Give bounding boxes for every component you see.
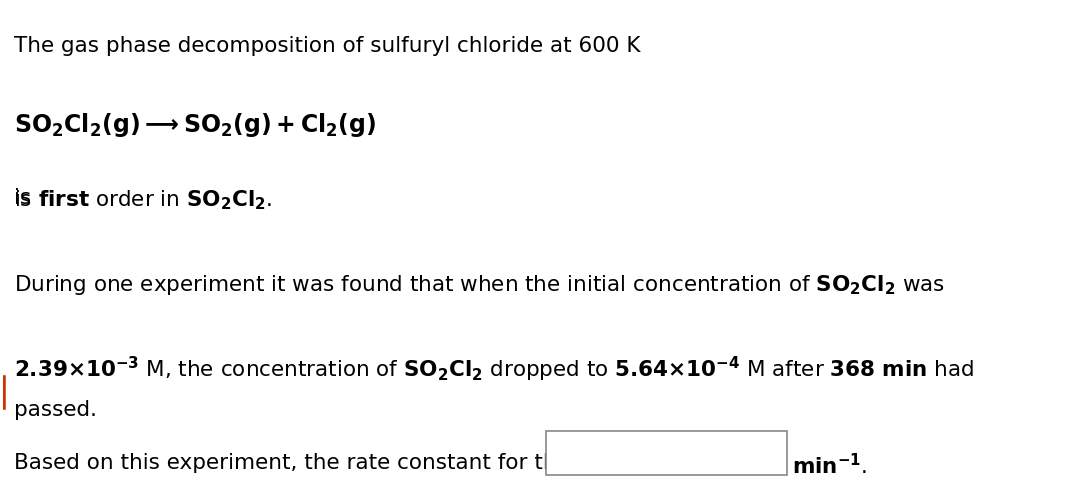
Text: Based on this experiment, the rate constant for the reaction is: Based on this experiment, the rate const… — [14, 453, 688, 473]
Text: is $\bf{first}$ order in $\bf{SO_2Cl_2}$.: is $\bf{first}$ order in $\bf{SO_2Cl_2}$… — [14, 188, 273, 212]
Text: $\mathbf{SO_2Cl_2(g){\longrightarrow}SO_2(g) + Cl_2(g)}$: $\mathbf{SO_2Cl_2(g){\longrightarrow}SO_… — [14, 111, 377, 139]
Text: During one experiment it was found that when the initial concentration of $\bf{S: During one experiment it was found that … — [14, 272, 946, 297]
Text: passed.: passed. — [14, 400, 97, 420]
Text: $\mathbf{2.39{\times}10^{-3}}$ M, the concentration of $\bf{SO_2Cl_2}$ dropped t: $\mathbf{2.39{\times}10^{-3}}$ M, the co… — [14, 354, 974, 384]
Text: is: is — [14, 188, 38, 208]
FancyBboxPatch shape — [546, 431, 787, 475]
Text: The gas phase decomposition of sulfuryl chloride at 600 K: The gas phase decomposition of sulfuryl … — [14, 37, 641, 57]
Text: $\mathbf{min^{-1}}$.: $\mathbf{min^{-1}}$. — [792, 453, 867, 478]
